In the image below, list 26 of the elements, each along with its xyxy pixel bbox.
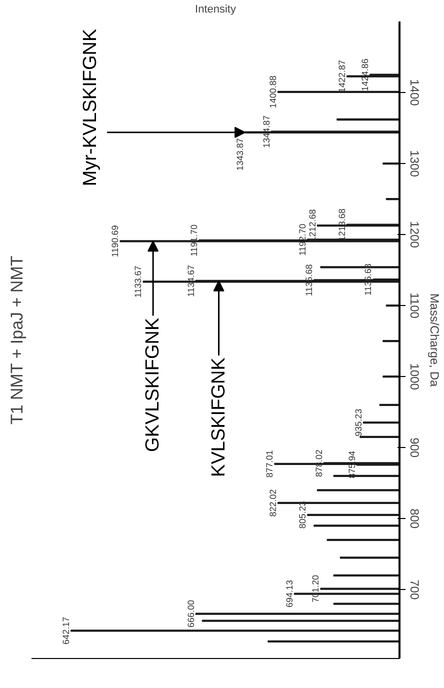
annotation: KVLSKIFGNK xyxy=(208,357,230,477)
annotation: GKVLSKIFGNK xyxy=(142,318,164,452)
text: T1 NMT + IpaJ + NMT xyxy=(8,256,26,425)
x-axis-title: Intensity xyxy=(195,4,236,16)
annotation: 666.00 xyxy=(186,600,196,628)
annotation: 1133.67 xyxy=(133,266,144,298)
annotation: 822.02 xyxy=(268,489,278,517)
annotation: 694.13 xyxy=(284,580,294,608)
annotation: 1400.88 xyxy=(268,76,278,108)
annotation: 642.17 xyxy=(60,616,71,644)
annotation: Myr-KVLSKIFGNK xyxy=(80,28,102,186)
y-tick-label: 1200 xyxy=(408,221,422,248)
annotation: 1422.87 xyxy=(336,60,347,93)
y-tick-label: 800 xyxy=(408,508,422,529)
annotation: 1343.87 xyxy=(235,138,246,171)
y-tick-label: 1100 xyxy=(408,292,422,319)
y-tick-label: 1300 xyxy=(408,150,422,178)
y-axis-title: Mass/Charge, Da xyxy=(428,293,442,388)
annotation: 935.23 xyxy=(353,408,364,436)
y-tick-label: 1000 xyxy=(408,363,422,390)
y-tick-label: 700 xyxy=(408,580,422,600)
y-tick-label: 1400 xyxy=(408,79,422,106)
annotation: 877.01 xyxy=(264,450,275,478)
y-tick-label: 900 xyxy=(408,438,422,458)
annotation: 1190.69 xyxy=(110,225,120,258)
annotation: 878.02 xyxy=(314,449,324,477)
